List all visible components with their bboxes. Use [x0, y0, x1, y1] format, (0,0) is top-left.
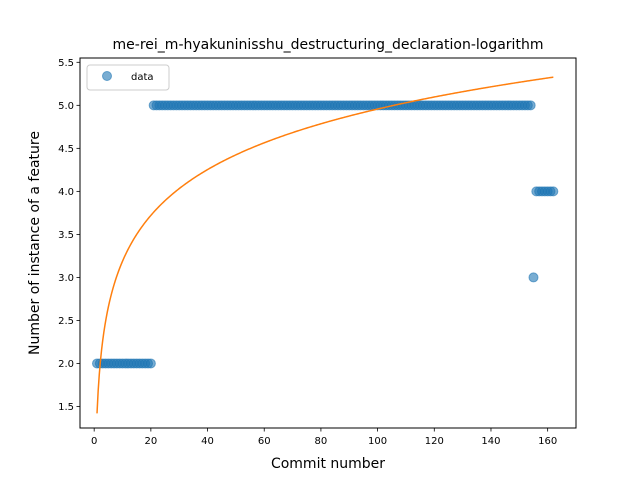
y-axis-label: Number of instance of a feature — [27, 131, 43, 355]
legend-label-data: data — [131, 72, 154, 83]
x-axis: 0 20 40 60 80 100 120 140 160 — [91, 428, 557, 447]
y-tick-label: 2.0 — [58, 359, 74, 370]
x-tick-label: 80 — [315, 436, 328, 447]
data-point — [525, 100, 536, 111]
x-tick-label: 100 — [368, 436, 387, 447]
x-tick-label: 140 — [481, 436, 500, 447]
x-tick-label: 120 — [425, 436, 444, 447]
x-tick-label: 60 — [258, 436, 271, 447]
x-tick-label: 160 — [538, 436, 557, 447]
x-tick-label: 40 — [201, 436, 214, 447]
y-tick-label: 1.5 — [58, 402, 74, 413]
x-axis-label: Commit number — [271, 456, 385, 472]
plot-area — [92, 76, 559, 414]
y-tick-label: 3.5 — [58, 230, 74, 241]
y-tick-label: 4.5 — [58, 144, 74, 155]
legend: data — [86, 64, 170, 91]
data-point — [145, 358, 156, 369]
fit-line — [96, 76, 554, 414]
data-point — [548, 186, 559, 197]
x-tick-label: 0 — [91, 436, 97, 447]
y-tick-label: 2.5 — [58, 316, 74, 327]
chart-title: me-rei_m-hyakuninisshu_destructuring_dec… — [113, 37, 544, 53]
data-point — [528, 272, 539, 283]
legend-marker — [102, 71, 112, 81]
y-axis: 1.5 2.0 2.5 3.0 3.5 4.0 4.5 5.0 5.5 — [58, 58, 80, 413]
y-tick-label: 5.5 — [58, 58, 74, 69]
y-tick-label: 4.0 — [58, 187, 74, 198]
legend-box — [86, 64, 170, 91]
x-tick-label: 20 — [144, 436, 157, 447]
axes-frame — [79, 57, 577, 429]
y-tick-label: 5.0 — [58, 101, 74, 112]
y-tick-label: 3.0 — [58, 273, 74, 284]
